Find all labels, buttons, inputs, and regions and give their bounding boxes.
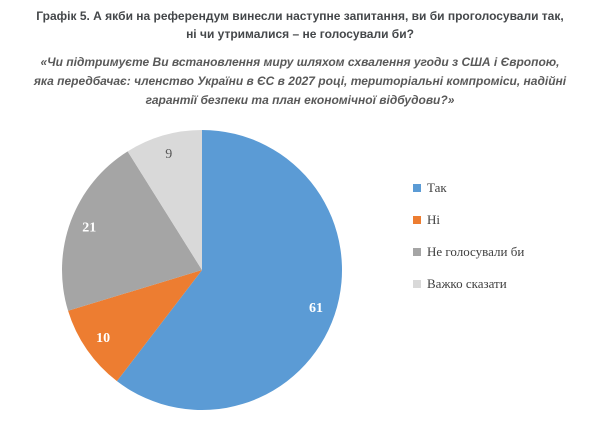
legend-marker-icon <box>413 280 421 288</box>
chart-subtitle: «Чи підтримуєте Ви встановлення миру шля… <box>18 53 582 110</box>
legend-label: Так <box>427 180 447 195</box>
chart-subtitle-line-3: гарантії безпеки та план економічної від… <box>145 93 455 107</box>
legend-item-0: Так <box>413 180 583 196</box>
pie-plot-area: 61 10 21 9 <box>62 130 343 410</box>
pie-slice-1 <box>68 270 202 382</box>
chart-subtitle-line-2: яка передбачає: членство України в ЄС в … <box>33 74 567 88</box>
legend-item-3: Важко сказати <box>413 276 583 292</box>
pie-data-label-0: 61 <box>309 301 323 316</box>
pie-slice-2 <box>62 151 202 311</box>
legend-marker-icon <box>413 184 421 192</box>
legend-item-2: Не голосували би <box>413 244 583 260</box>
chart-subtitle-line-1: «Чи підтримуєте Ви встановлення миру шля… <box>40 55 560 69</box>
chart-legend: Так Ні Не голосували би Важко сказати <box>413 180 583 308</box>
chart-title-line-1: Графік 5. А якби на референдум винесли н… <box>36 9 564 23</box>
legend-label: Важко сказати <box>427 276 507 291</box>
legend-marker-icon <box>413 248 421 256</box>
chart-title: Графік 5. А якби на референдум винесли н… <box>20 7 580 43</box>
pie-slice-3 <box>127 130 202 270</box>
pie-slice-0 <box>116 130 343 410</box>
legend-marker-icon <box>413 216 421 224</box>
pie-data-label-1: 10 <box>96 331 110 346</box>
legend-item-1: Ні <box>413 212 583 228</box>
chart-title-line-2: ні чи утрималися – не голосували би? <box>186 27 414 41</box>
pie-data-label-2: 21 <box>82 220 96 235</box>
pie-data-label-3: 9 <box>165 147 172 162</box>
legend-label: Не голосували би <box>427 244 525 259</box>
legend-label: Ні <box>427 212 440 227</box>
